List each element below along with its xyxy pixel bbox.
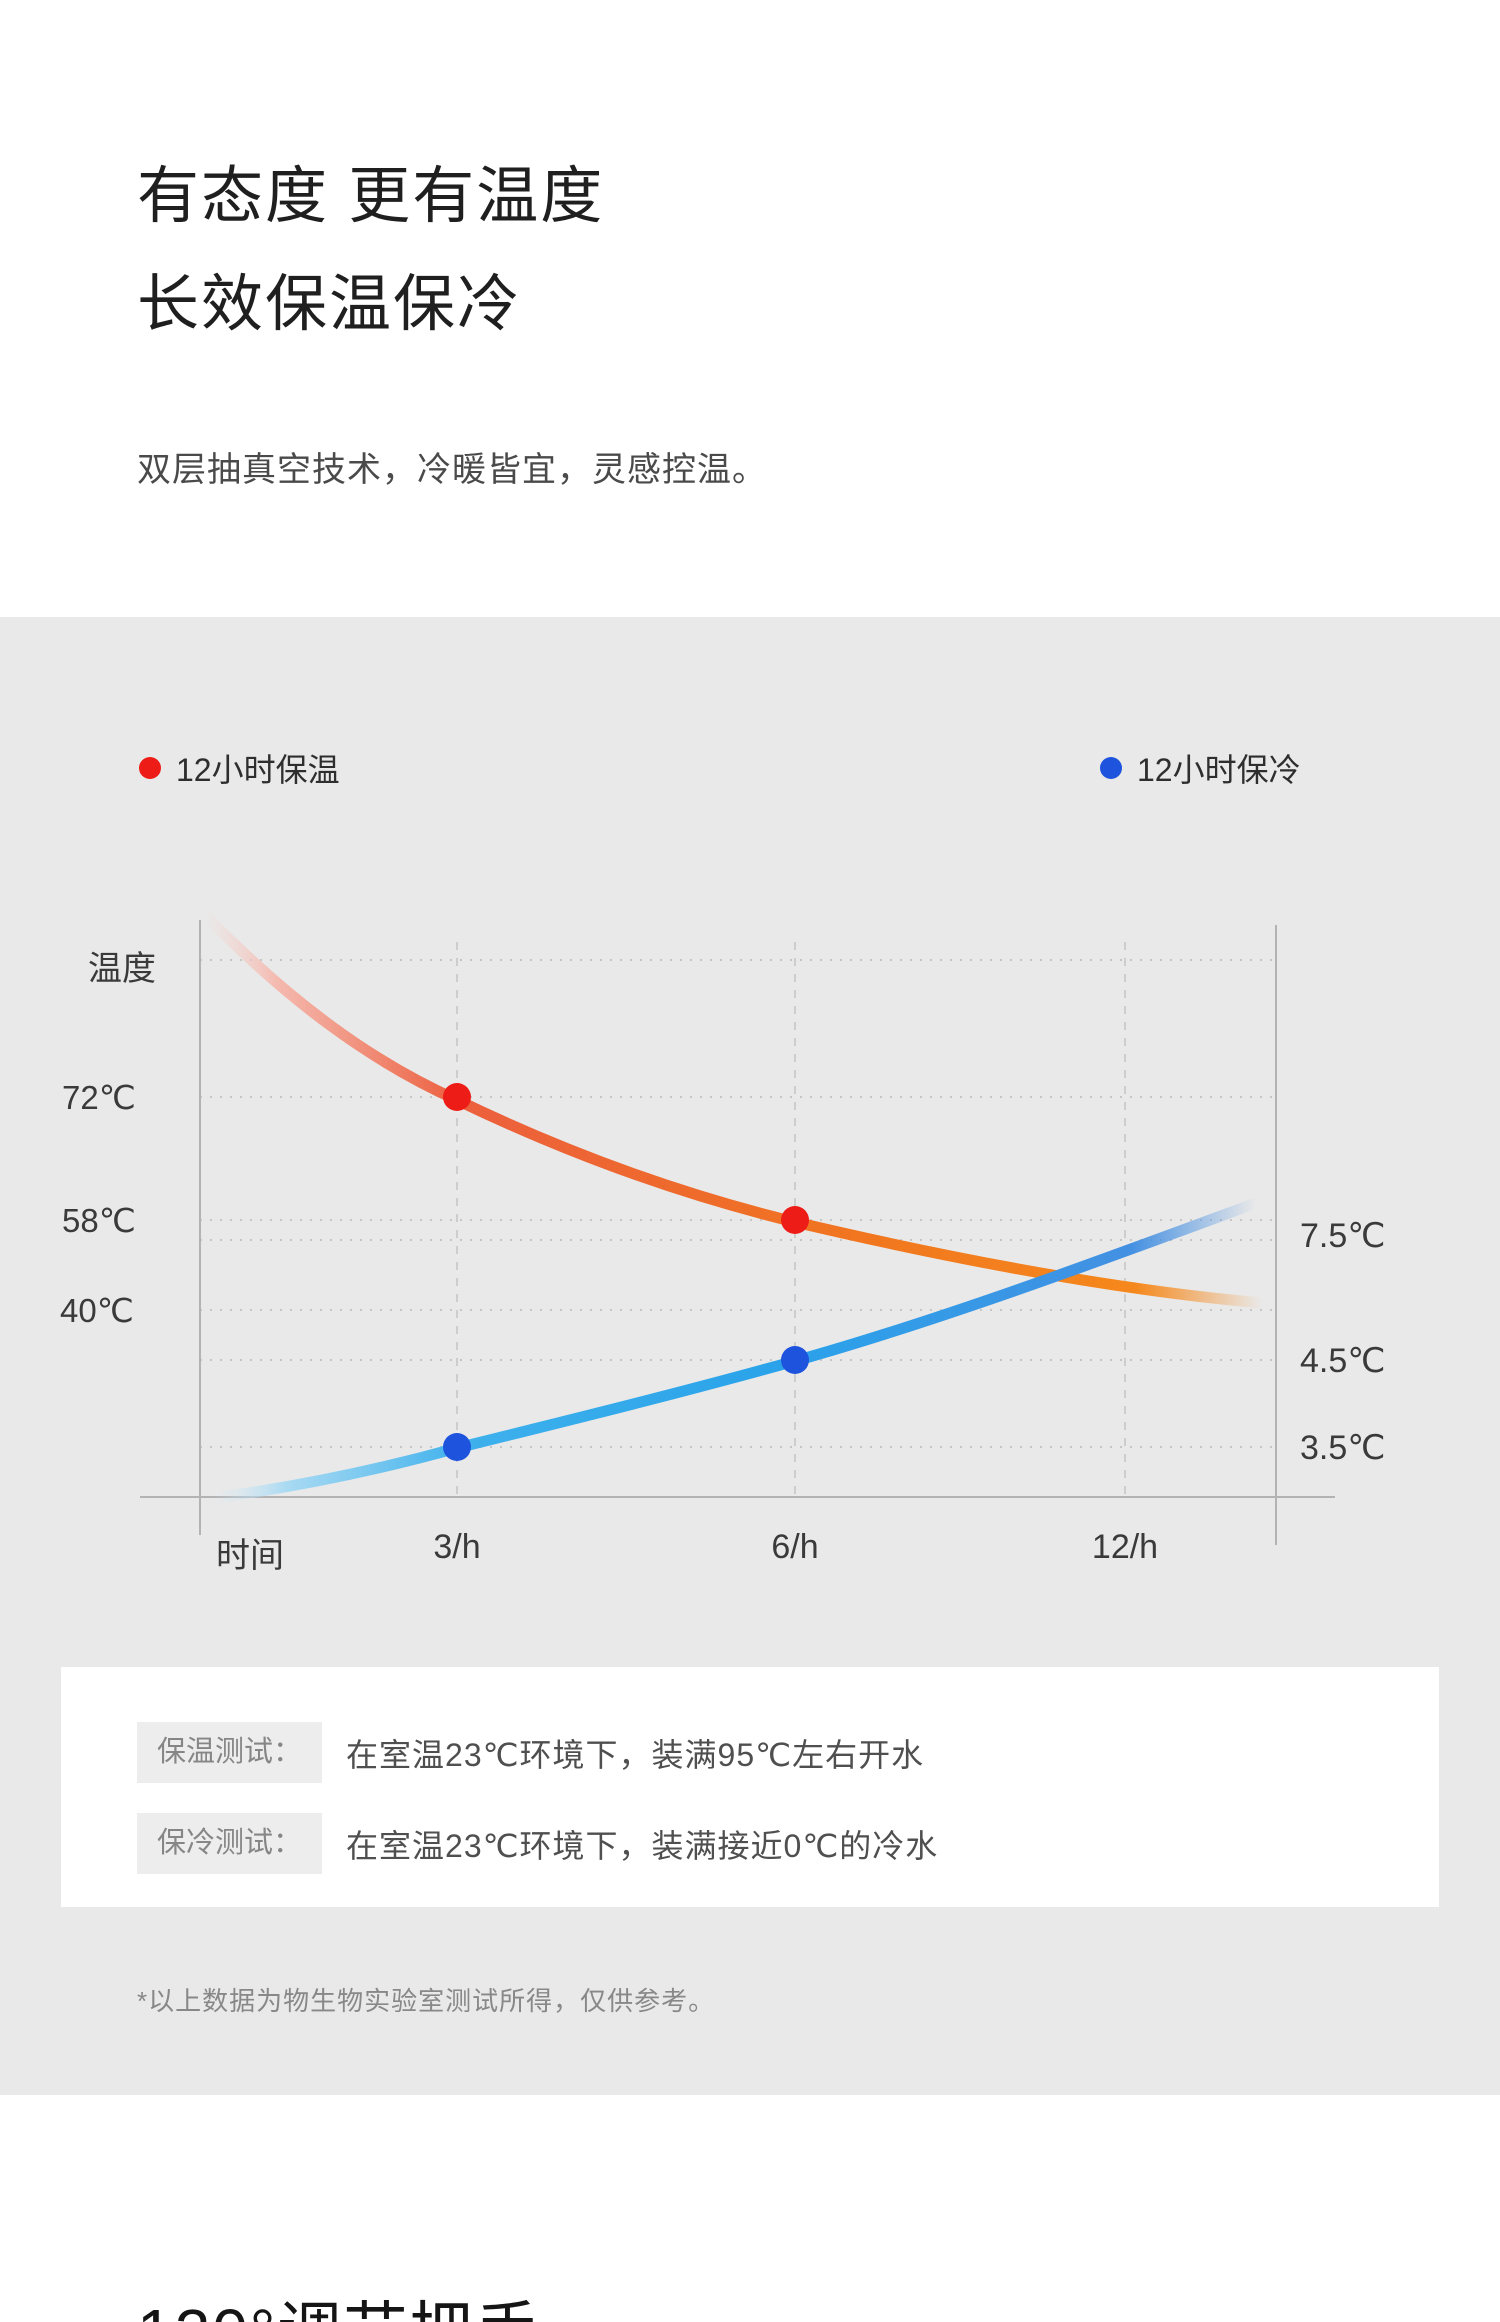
cold-test-tag: 保冷测试： [137, 1813, 323, 1874]
x-axis-title: 时间 [216, 1537, 284, 1575]
heat-test-tag: 保温测试： [137, 1722, 323, 1783]
cold-legend-label: 12小时保冷 [1137, 752, 1301, 788]
cold-test-row: 保冷测试： 在室温23℃环境下，装满接近0℃的冷水 [137, 1813, 938, 1874]
right-tick-4-5c: 4.5℃ [1300, 1342, 1386, 1380]
intro-subtitle: 双层抽真空技术，冷暖皆宜，灵感控温。 [137, 451, 767, 489]
left-tick-72c: 72℃ [62, 1079, 136, 1116]
legend-item-cold: 12小时保冷 [1100, 745, 1301, 791]
next-section-heading: 120°调节把手 [137, 2295, 541, 2322]
y-axis-title: 温度 [88, 950, 156, 988]
x-tick-6h: 6/h [771, 1528, 819, 1566]
test-conditions-card: 保温测试： 在室温23℃环境下，装满95℃左右开水 保冷测试： 在室温23℃环境… [61, 1667, 1439, 1907]
right-tick-7-5c: 7.5℃ [1300, 1217, 1386, 1255]
left-tick-40c: 40℃ [60, 1292, 134, 1329]
cold-test-description: 在室温23℃环境下，装满接近0℃的冷水 [346, 1827, 939, 1864]
heat-legend-label: 12小时保温 [176, 752, 340, 788]
left-tick-58c: 58℃ [62, 1202, 136, 1239]
legend-item-heat: 12小时保温 [139, 745, 340, 791]
right-tick-3-5c: 3.5℃ [1300, 1429, 1386, 1467]
x-tick-3h: 3/h [433, 1528, 481, 1566]
heat-test-row: 保温测试： 在室温23℃环境下，装满95℃左右开水 [137, 1722, 924, 1783]
cold-legend-dot-icon [1100, 757, 1122, 779]
headline-line2: 长效保温保冷 [137, 270, 522, 339]
headline-line1: 有态度 更有温度 [137, 162, 605, 231]
disclaimer-footnote: *以上数据为物生物实验室测试所得，仅供参考。 [137, 1986, 716, 2016]
heat-test-description: 在室温23℃环境下，装满95℃左右开水 [346, 1736, 925, 1773]
x-tick-12h: 12/h [1091, 1528, 1159, 1566]
heat-legend-dot-icon [139, 757, 161, 779]
